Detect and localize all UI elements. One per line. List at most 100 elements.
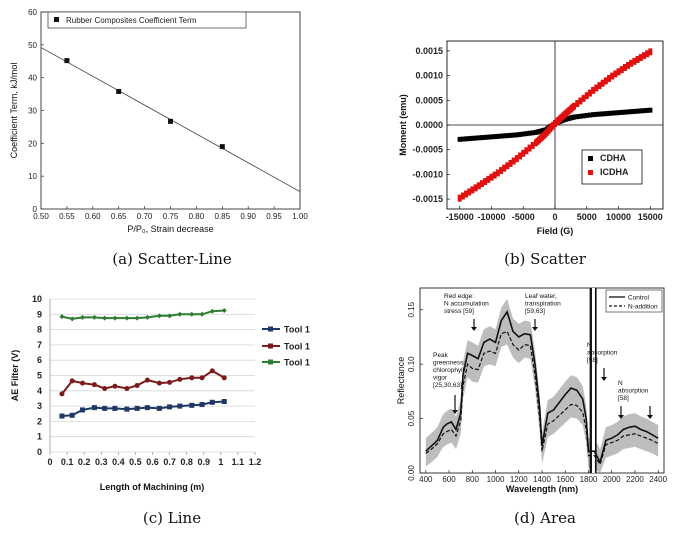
data-point (483, 178, 488, 183)
data-point (144, 405, 150, 411)
x-tick-label: 1.1 (232, 457, 245, 467)
chart-c: 0 1 2 3 4 5 6 7 8 9 10 0 0.1 0.2 0.3 0.4 0.5 0.6 0.7 0.8 0.9… (10, 294, 310, 492)
data-point (603, 77, 608, 82)
data-point (641, 52, 646, 57)
legend-box (47, 11, 247, 29)
data-point (486, 135, 491, 140)
data-point (591, 86, 596, 91)
legend-marker (588, 156, 593, 161)
data-point (610, 75, 615, 80)
x-axis-label: Field (G) (537, 226, 574, 236)
data-point (530, 141, 535, 146)
data-point (635, 58, 640, 63)
x-tick-label: 0.9 (197, 457, 210, 467)
x-tick-label: 0.55 (59, 212, 75, 221)
data-point (591, 89, 596, 94)
data-point (505, 134, 510, 139)
y-tick-label: 10 (28, 172, 37, 181)
data-point (626, 61, 631, 66)
data-point (489, 173, 494, 178)
data-point (524, 147, 529, 152)
annotation-line: [25,30,63] (433, 382, 462, 389)
data-point (59, 413, 65, 419)
data-point (530, 131, 535, 136)
data-point (476, 185, 481, 190)
data-point (581, 114, 586, 119)
data-point (168, 118, 173, 124)
series-line (61, 369, 225, 395)
data-point (189, 375, 195, 381)
legend-label: Rubber Composites Coefficient Term (66, 16, 197, 25)
data-point (473, 184, 478, 189)
data-point (616, 68, 621, 73)
data-point (607, 111, 611, 116)
data-point (587, 92, 592, 97)
x-tick-label: 400 (419, 475, 433, 484)
x-tick-label: 1600 (556, 475, 574, 484)
y-tick-label: 4 (37, 386, 42, 396)
data-point (156, 380, 162, 386)
data-point (486, 175, 491, 180)
data-point (584, 113, 589, 118)
data-point (622, 110, 627, 115)
data-point (476, 182, 481, 187)
data-point (645, 53, 650, 58)
legend-label: Tool 1 (284, 342, 310, 352)
annotation-text: Peak greenness: chlorophyll vigor [25,30,63] (433, 352, 465, 389)
data-point (511, 157, 516, 162)
data-point (597, 82, 602, 87)
data-point (613, 111, 618, 116)
x-tick-label: 800 (466, 475, 480, 484)
x-tick-label: 0.75 (163, 212, 179, 221)
data-point (581, 94, 586, 99)
data-point (91, 382, 97, 388)
data-point (514, 133, 519, 138)
x-tick-label: 0.5 (129, 457, 142, 467)
data-point (524, 150, 529, 155)
data-point (473, 136, 478, 141)
x-tick-label: 1800 (580, 475, 598, 484)
data-point (502, 134, 507, 139)
y-tick-label: 30 (28, 107, 37, 116)
legend-label: ICDHA (600, 167, 629, 177)
x-tick-label: 2400 (649, 475, 667, 484)
data-point (629, 62, 634, 67)
data-point (641, 55, 646, 60)
data-point (619, 110, 624, 115)
x-tick-label: 0.80 (189, 212, 205, 221)
y-tick-label: 5 (37, 371, 42, 381)
y-tick-label: 0.0005 (415, 95, 443, 105)
data-point (156, 405, 162, 411)
annotation-line: N accumulation (444, 301, 489, 308)
data-point (124, 406, 130, 412)
data-point (511, 160, 516, 165)
x-tick-label: 0.60 (85, 212, 101, 221)
annotation-line: transpiration (525, 301, 561, 308)
x-tick-label: 0.70 (137, 212, 153, 221)
data-point (467, 137, 472, 142)
data-point (518, 152, 523, 157)
data-point (648, 108, 653, 113)
x-tick-label: 0.4 (112, 457, 125, 467)
data-point (610, 111, 615, 116)
caption-c: (c) Line (143, 509, 201, 527)
data-point (79, 407, 85, 413)
x-tick-label: 0 (47, 457, 52, 467)
data-point (622, 64, 627, 69)
annotation-line: Peak (433, 352, 449, 359)
data-point (59, 314, 65, 320)
data-point (199, 311, 205, 317)
annotation-line: Red edge: (444, 293, 474, 300)
x-tick-label: 0.6 (146, 457, 159, 467)
data-point (587, 89, 592, 94)
y-axis-label: Coefficient Term, kJ/mol (9, 63, 19, 159)
x-tick-label: 5000 (577, 212, 597, 222)
data-point (508, 162, 513, 167)
data-point (622, 67, 627, 71)
plot-frame (40, 11, 301, 210)
x-tick-label: 10000 (606, 212, 631, 222)
annotation-line: [58] (587, 357, 598, 364)
data-point (610, 72, 615, 77)
data-point (495, 134, 500, 139)
